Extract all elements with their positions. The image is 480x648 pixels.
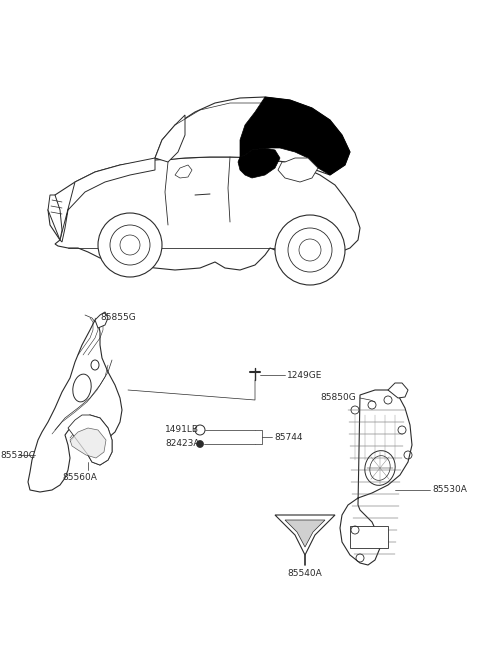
Bar <box>350 526 388 548</box>
Text: 85560A: 85560A <box>62 474 97 483</box>
Text: 1491LB: 1491LB <box>165 426 199 435</box>
Text: 82423A: 82423A <box>165 439 200 448</box>
Polygon shape <box>238 148 280 178</box>
Text: 1249GE: 1249GE <box>287 371 323 380</box>
Text: 85850G: 85850G <box>320 393 356 402</box>
Polygon shape <box>28 320 122 492</box>
Polygon shape <box>175 165 192 178</box>
Circle shape <box>288 228 332 272</box>
Text: 85855G: 85855G <box>100 314 136 323</box>
Polygon shape <box>240 97 350 175</box>
Circle shape <box>196 441 204 448</box>
Polygon shape <box>95 312 108 328</box>
Circle shape <box>299 239 321 261</box>
Text: 85540A: 85540A <box>288 568 323 577</box>
Circle shape <box>110 225 150 265</box>
Polygon shape <box>388 383 408 398</box>
Circle shape <box>275 215 345 285</box>
Polygon shape <box>155 97 350 175</box>
Text: 85530A: 85530A <box>432 485 467 494</box>
Circle shape <box>120 235 140 255</box>
Text: 85530C: 85530C <box>0 450 35 459</box>
Polygon shape <box>48 195 62 240</box>
Polygon shape <box>340 390 412 565</box>
Polygon shape <box>70 428 106 458</box>
Polygon shape <box>155 115 185 162</box>
Polygon shape <box>285 520 325 547</box>
Polygon shape <box>278 158 318 182</box>
Polygon shape <box>48 157 360 270</box>
Polygon shape <box>68 415 112 465</box>
Polygon shape <box>275 515 335 555</box>
Text: 85744: 85744 <box>274 432 302 441</box>
Circle shape <box>98 213 162 277</box>
Polygon shape <box>60 158 155 242</box>
